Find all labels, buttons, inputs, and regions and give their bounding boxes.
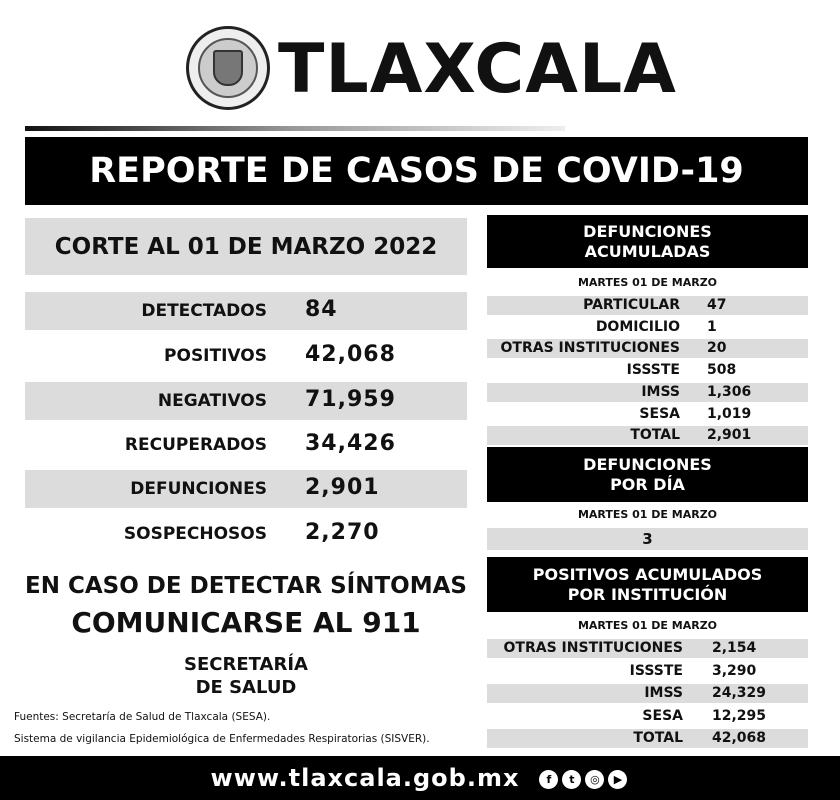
def-acum-header: DEFUNCIONES ACUMULADAS (487, 215, 808, 268)
def-acum-date: MARTES 01 DE MARZO (577, 276, 718, 289)
def-dia-value: 3 (487, 528, 808, 550)
table-row: OTRAS INSTITUCIONES 20 (487, 339, 808, 359)
stat-row-detectados: DETECTADOS 84 (25, 292, 467, 330)
stat-value: 71,959 (305, 387, 396, 412)
secretaria-line-1: SECRETARÍA (184, 654, 308, 675)
row-value: 42,068 (712, 730, 767, 746)
header-line: ACUMULADAS (584, 241, 711, 261)
source-1: Fuentes: Secretaría de Salud de Tlaxcala… (14, 711, 271, 723)
table-row: ISSSTE 508 (487, 361, 808, 380)
row-value: 1,019 (707, 405, 752, 422)
stat-row-recuperados: RECUPERADOS 34,426 (25, 426, 467, 464)
instagram-icon[interactable]: ◎ (585, 769, 605, 789)
header-line: POR INSTITUCIÓN (567, 584, 728, 604)
social-icons: f t ◎ ▶ (537, 768, 629, 789)
stat-row-defunciones: DEFUNCIONES 2,901 (25, 470, 467, 508)
row-value: 1 (707, 318, 717, 335)
facebook-icon[interactable]: f (539, 769, 559, 789)
stat-label: NEGATIVOS (157, 391, 267, 411)
row-value: 47 (707, 297, 727, 313)
stat-label: DEFUNCIONES (130, 479, 267, 499)
brand-title: TLAXCALA (278, 30, 677, 109)
report-title: REPORTE DE CASOS DE COVID-19 (25, 137, 808, 205)
row-value: 508 (707, 362, 737, 379)
website-link[interactable]: www.tlaxcala.gob.mx (210, 764, 520, 792)
stat-value: 34,426 (305, 431, 396, 456)
def-dia-date: MARTES 01 DE MARZO (577, 508, 718, 521)
row-label: PARTICULAR (583, 297, 680, 313)
stat-label: SOSPECHOSOS (123, 524, 267, 544)
def-dia-header: DEFUNCIONES POR DÍA (487, 447, 808, 502)
table-row: OTRAS INSTITUCIONES 2,154 (487, 639, 808, 658)
header-line: POSITIVOS ACUMULADOS (532, 564, 763, 584)
row-value: 2,154 (712, 640, 757, 656)
row-label: OTRAS INSTITUCIONES (503, 640, 683, 656)
row-value: 2,901 (707, 427, 752, 444)
table-row: TOTAL 2,901 (487, 426, 808, 446)
table-row: TOTAL 42,068 (487, 729, 808, 748)
stat-label: RECUPERADOS (124, 435, 267, 455)
row-value: 24,329 (712, 685, 767, 701)
cut-date: CORTE AL 01 DE MARZO 2022 (25, 218, 467, 275)
table-row: SESA 1,019 (487, 405, 808, 424)
stat-row-sospechosos: SOSPECHOSOS 2,270 (25, 515, 467, 553)
row-label: IMSS (644, 685, 683, 701)
stat-value: 2,270 (305, 520, 380, 545)
header-line: POR DÍA (610, 474, 685, 494)
stat-label: POSITIVOS (164, 346, 267, 366)
table-row: DOMICILIO 1 (487, 318, 808, 337)
tlaxcala-seal-logo (186, 26, 270, 110)
notice-line-1: EN CASO DE DETECTAR SÍNTOMAS (25, 573, 467, 599)
youtube-icon[interactable]: ▶ (608, 769, 628, 789)
row-label: DOMICILIO (595, 318, 680, 335)
row-label: IMSS (641, 383, 680, 400)
row-value: 3,290 (712, 662, 757, 679)
stat-value: 84 (305, 297, 338, 322)
header-line: DEFUNCIONES (583, 454, 712, 474)
table-row: PARTICULAR 47 (487, 296, 808, 315)
stat-row-negativos: NEGATIVOS 71,959 (25, 382, 467, 420)
pos-acum-header: POSITIVOS ACUMULADOS POR INSTITUCIÓN (487, 557, 808, 612)
row-value: 20 (707, 340, 727, 357)
row-label: OTRAS INSTITUCIONES (500, 340, 680, 357)
header-line: DEFUNCIONES (583, 221, 712, 241)
source-2: Sistema de vigilancia Epidemiológica de … (14, 733, 430, 745)
row-label: SESA (642, 707, 683, 724)
stat-value: 2,901 (305, 475, 380, 500)
pos-acum-date: MARTES 01 DE MARZO (577, 619, 718, 632)
footer: www.tlaxcala.gob.mx f t ◎ ▶ (0, 756, 840, 800)
table-row: SESA 12,295 (487, 707, 808, 726)
notice-line-2: COMUNICARSE AL 911 (71, 606, 421, 639)
table-row: ISSSTE 3,290 (487, 662, 808, 681)
row-label: TOTAL (630, 427, 680, 444)
row-label: TOTAL (633, 730, 683, 746)
stat-row-positivos: POSITIVOS 42,068 (25, 337, 467, 375)
row-value: 12,295 (712, 707, 767, 724)
row-value: 1,306 (707, 383, 752, 400)
secretaria-line-2: DE SALUD (195, 677, 297, 698)
row-label: ISSSTE (629, 662, 683, 679)
stat-value: 42,068 (305, 342, 396, 367)
stat-label: DETECTADOS (141, 301, 267, 321)
table-row: IMSS 24,329 (487, 684, 808, 703)
divider (25, 126, 565, 131)
twitter-icon[interactable]: t (562, 769, 582, 789)
table-row: IMSS 1,306 (487, 382, 808, 402)
row-label: SESA (639, 405, 680, 422)
row-label: ISSSTE (626, 362, 680, 379)
